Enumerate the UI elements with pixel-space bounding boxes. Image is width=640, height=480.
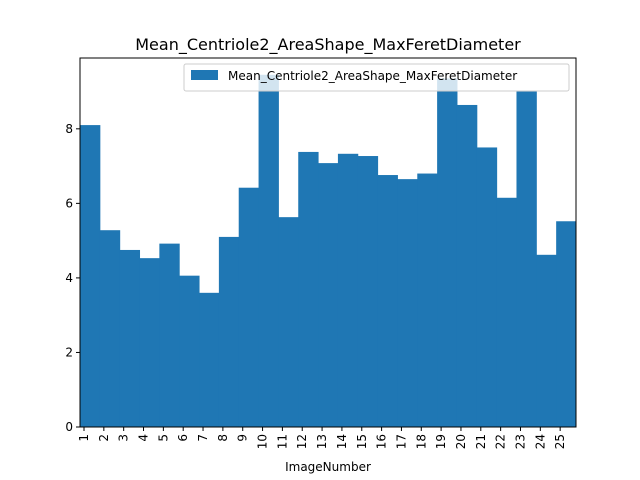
x-axis-label: ImageNumber [285,460,371,474]
x-tick-label-17: 17 [394,434,408,449]
legend-label: Mean_Centriole2_AreaShape_MaxFeretDiamet… [228,69,517,83]
bar-23 [516,91,537,427]
bar-3 [119,249,141,427]
bar-18 [417,173,438,427]
x-tick-label-23: 23 [513,434,527,449]
bar-10 [258,74,279,427]
legend-swatch [191,70,218,80]
x-tick-label-9: 9 [236,434,250,442]
bar-8 [218,236,240,427]
x-tick-label-19: 19 [434,434,448,449]
y-tick-label-6: 6 [65,196,73,210]
x-tick-label-18: 18 [414,434,428,449]
bar-11 [278,217,299,427]
x-tick-label-15: 15 [355,434,369,449]
x-tick-label-14: 14 [335,434,349,449]
bar-21 [476,147,498,428]
bar-4 [139,258,160,427]
bar-15 [357,156,379,427]
bars-group [80,74,577,428]
x-tick-label-12: 12 [295,434,309,449]
x-tick-label-10: 10 [256,434,270,449]
chart-title: Mean_Centriole2_AreaShape_MaxFeretDiamet… [135,35,521,55]
bar-25 [556,221,577,427]
x-tick-label-5: 5 [156,434,170,442]
bar-17 [397,179,418,427]
y-axis: 0 2 4 6 8 [65,122,80,434]
y-tick-label-4: 4 [65,271,73,285]
x-tick-label-3: 3 [117,434,131,442]
bar-5 [159,243,180,427]
x-tick-label-20: 20 [454,434,468,449]
bar-7 [199,292,220,427]
x-tick-label-11: 11 [275,434,289,449]
bar-20 [456,104,478,428]
bar-13 [318,163,339,428]
bar-16 [377,175,398,427]
x-tick-label-1: 1 [77,434,91,442]
x-tick-label-21: 21 [474,434,488,449]
bar-1 [80,125,101,427]
y-tick-label-0: 0 [65,420,73,434]
bar-9 [238,187,260,427]
x-tick-label-22: 22 [494,434,508,449]
x-axis: 1 2 3 4 5 6 7 8 9 10 11 12 13 14 15 16 17 18 19 20 21 22 23 24 2… [77,427,567,449]
x-tick-label-8: 8 [216,434,230,442]
legend-box [183,63,570,92]
bar-19 [437,78,458,427]
x-tick-label-13: 13 [315,434,329,449]
y-tick-label-2: 2 [65,345,73,359]
bar-24 [536,254,557,427]
bar-12 [298,151,319,427]
x-tick-label-25: 25 [553,434,567,449]
plot-frame [79,57,577,428]
y-tick-label-8: 8 [65,122,73,136]
bar-14 [337,153,359,428]
bar-6 [179,275,200,427]
legend: Mean_Centriole2_AreaShape_MaxFeretDiamet… [183,63,570,92]
x-tick-label-4: 4 [137,434,151,442]
x-tick-label-2: 2 [97,434,111,442]
x-tick-label-24: 24 [533,434,547,449]
x-tick-label-6: 6 [176,434,190,442]
bar-22 [496,197,517,427]
bar-2 [99,230,121,427]
x-tick-label-16: 16 [375,434,389,449]
x-tick-label-7: 7 [196,434,210,442]
